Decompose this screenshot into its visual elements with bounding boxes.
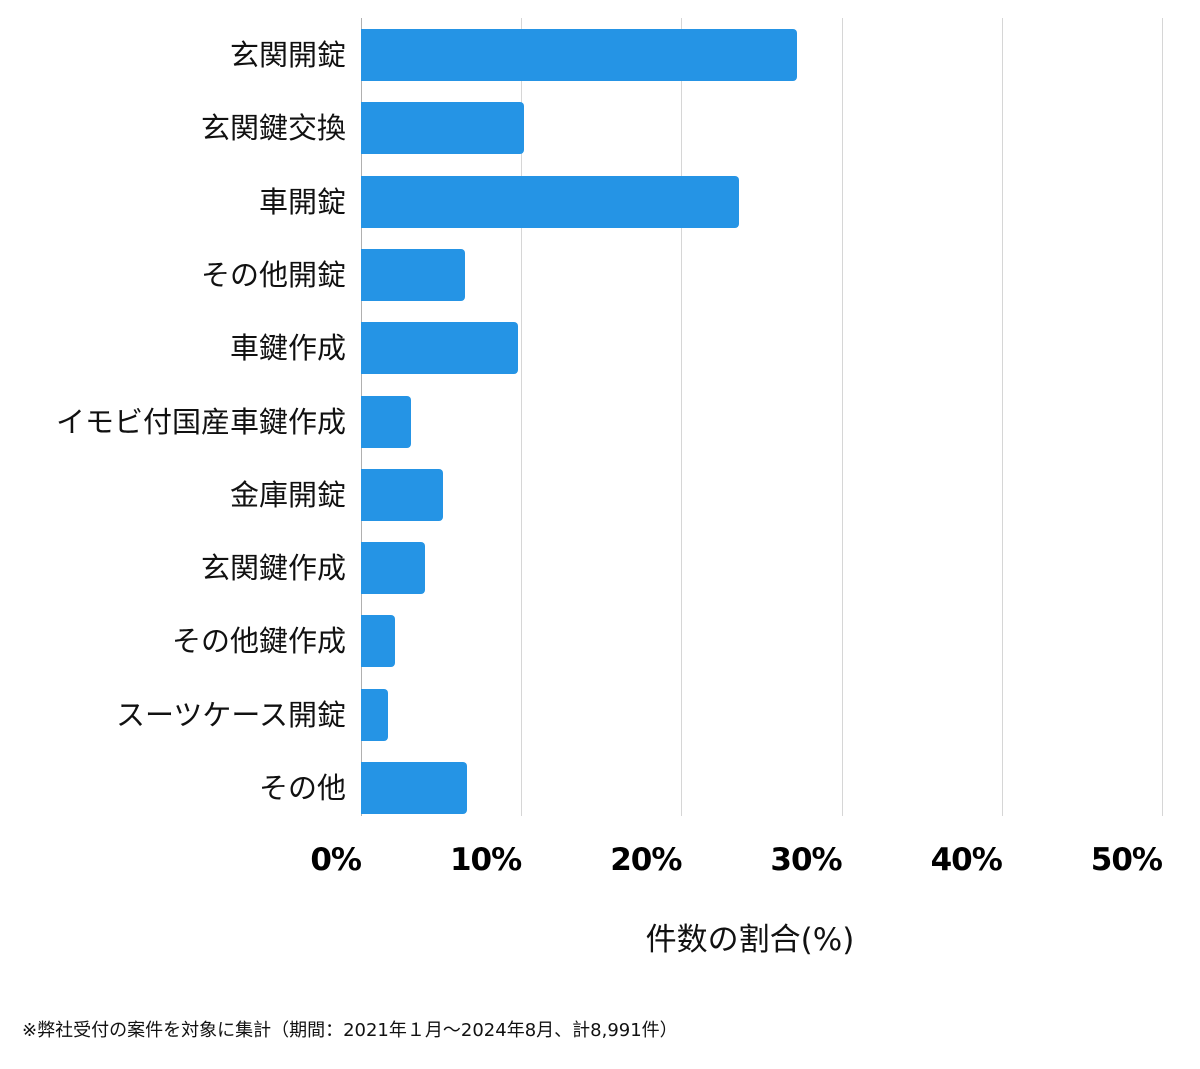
category-label: 車鍵作成 bbox=[229, 331, 346, 366]
bar bbox=[361, 688, 389, 741]
category-label: 玄関開錠 bbox=[229, 38, 346, 72]
x-tick-label: 0% bbox=[310, 842, 362, 878]
x-axis-label: 件数の割合(%) bbox=[645, 922, 855, 958]
bar bbox=[361, 175, 740, 228]
gridline bbox=[1001, 18, 1003, 816]
category-label: 玄関鍵作成 bbox=[200, 551, 346, 586]
gridline bbox=[521, 18, 523, 816]
gridline bbox=[1162, 18, 1163, 816]
bar bbox=[361, 29, 797, 81]
category-label: イモビ付国産車鍵作成 bbox=[55, 404, 346, 439]
bar bbox=[361, 395, 411, 448]
category-label: 金庫開錠 bbox=[229, 477, 346, 512]
x-tick-label: 10% bbox=[449, 842, 522, 878]
gridline bbox=[681, 18, 683, 816]
plot-area bbox=[361, 18, 1163, 816]
bar bbox=[361, 468, 443, 521]
bar bbox=[361, 615, 395, 668]
category-label: その他鍵作成 bbox=[171, 624, 346, 659]
gridline bbox=[841, 18, 843, 816]
bar bbox=[361, 248, 466, 301]
category-label: 玄関鍵交換 bbox=[200, 111, 346, 146]
bar bbox=[361, 102, 525, 155]
bar bbox=[361, 542, 426, 595]
category-label: その他開錠 bbox=[200, 257, 346, 292]
category-label: その他 bbox=[258, 771, 346, 805]
x-tick-label: 30% bbox=[770, 842, 842, 878]
x-tick-label: 20% bbox=[610, 842, 682, 878]
category-label: スーツケース開錠 bbox=[116, 697, 346, 732]
x-tick-label: 40% bbox=[930, 842, 1003, 878]
category-label: 車開錠 bbox=[258, 184, 346, 219]
footnote: ※弊社受付の案件を対象に集計（期間：2021年１月～2024年8月、計8,991… bbox=[22, 1020, 678, 1041]
bar bbox=[361, 762, 467, 814]
bar bbox=[361, 322, 518, 375]
x-tick-label: 50% bbox=[1090, 842, 1163, 878]
